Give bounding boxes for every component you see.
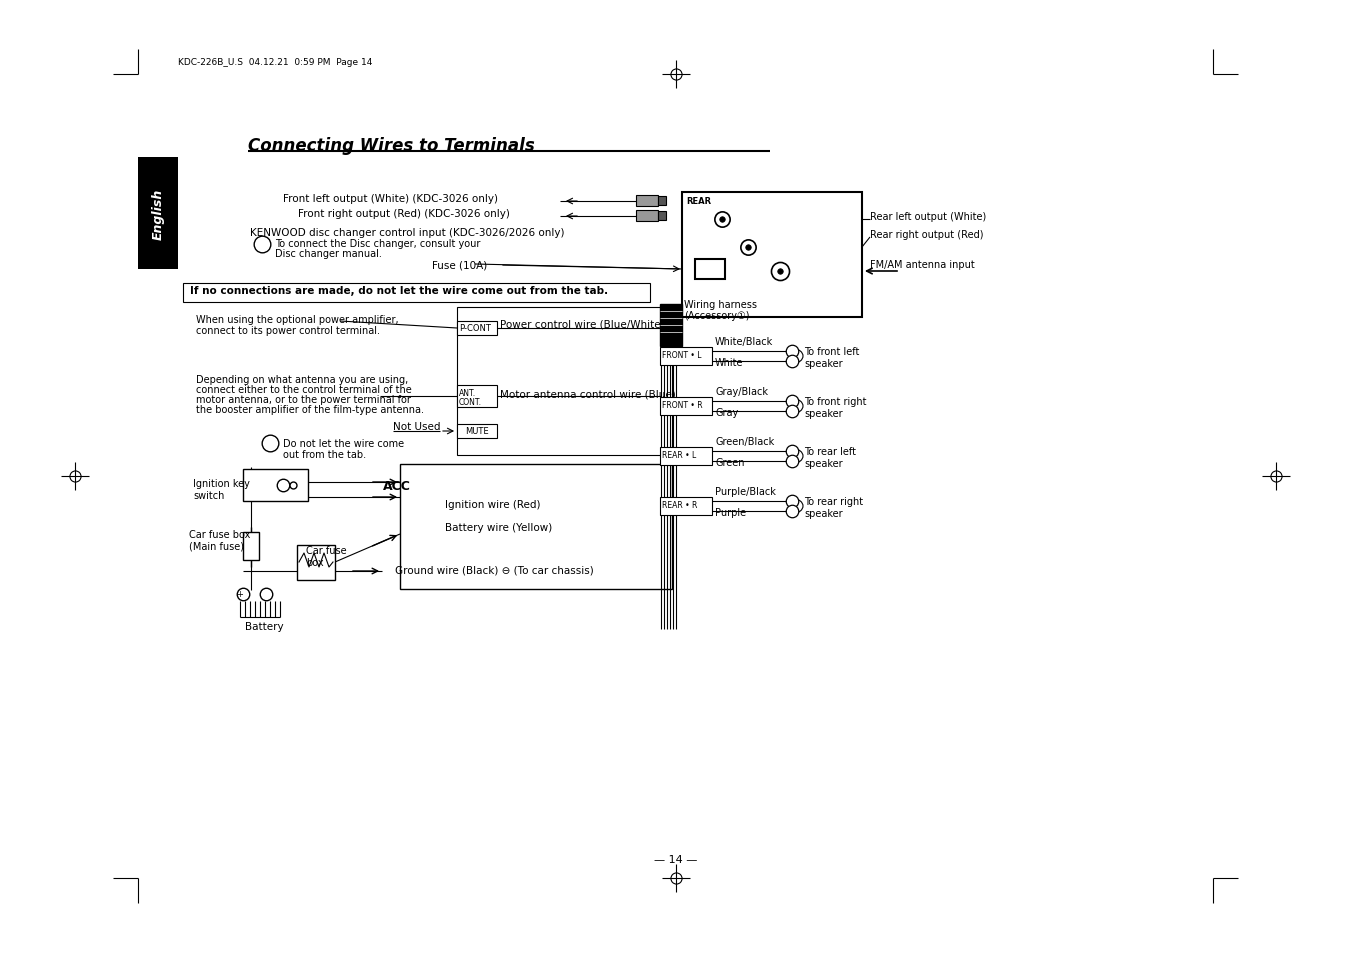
Text: KENWOOD disc changer control input (KDC-3026/2026 only): KENWOOD disc changer control input (KDC-…: [250, 228, 565, 237]
Text: MUTE: MUTE: [465, 427, 489, 436]
Text: Purple/Black: Purple/Black: [715, 486, 775, 497]
Bar: [661, 348, 712, 366]
Text: FRONT • R: FRONT • R: [662, 400, 703, 410]
Text: Rear right output (Red): Rear right output (Red): [870, 230, 984, 240]
Text: Connecting Wires to Terminals: Connecting Wires to Terminals: [249, 137, 535, 154]
Text: Ground wire (Black) ⊖ (To car chassis): Ground wire (Black) ⊖ (To car chassis): [394, 565, 593, 576]
Text: — 14 —: — 14 —: [654, 854, 697, 864]
Text: White: White: [715, 357, 743, 368]
Bar: [658, 212, 666, 221]
Text: Car fuse box
(Main fuse): Car fuse box (Main fuse): [189, 530, 250, 551]
Text: ANT.: ANT.: [459, 389, 476, 397]
Bar: [457, 308, 671, 456]
Bar: [658, 196, 666, 206]
Text: Battery wire (Yellow): Battery wire (Yellow): [444, 522, 553, 533]
Text: Ignition wire (Red): Ignition wire (Red): [444, 499, 540, 510]
Text: Power control wire (Blue/White): Power control wire (Blue/White): [500, 319, 665, 330]
Text: P-CONT: P-CONT: [459, 324, 490, 333]
Bar: [457, 424, 497, 438]
Text: If no connections are made, do not let the wire come out from the tab.: If no connections are made, do not let t…: [190, 286, 608, 295]
Text: (Accessory①): (Accessory①): [684, 311, 750, 320]
Text: To front left
speaker: To front left speaker: [804, 347, 859, 368]
Text: Purple: Purple: [715, 507, 746, 517]
Bar: [661, 497, 712, 516]
Bar: [457, 386, 497, 408]
Text: Not Used: Not Used: [393, 421, 440, 432]
Text: To connect the Disc changer, consult your: To connect the Disc changer, consult you…: [276, 239, 481, 249]
Text: FM/AM antenna input: FM/AM antenna input: [870, 260, 975, 270]
Text: Depending on what antenna you are using,: Depending on what antenna you are using,: [196, 375, 408, 385]
Text: Battery: Battery: [245, 621, 284, 631]
Text: Do not let the wire come: Do not let the wire come: [282, 438, 404, 449]
Bar: [682, 193, 862, 317]
Bar: [636, 195, 658, 207]
Text: Fuse (10A): Fuse (10A): [432, 261, 488, 271]
Bar: [243, 533, 259, 560]
Bar: [636, 211, 658, 222]
Bar: [138, 158, 178, 270]
Bar: [243, 470, 308, 501]
Text: Gray: Gray: [715, 408, 738, 417]
Text: ACC: ACC: [382, 479, 411, 493]
Bar: [694, 260, 725, 280]
Text: When using the optional power amplifier,: When using the optional power amplifier,: [196, 314, 399, 325]
Text: Gray/Black: Gray/Black: [715, 387, 767, 396]
Text: Ignition key
switch: Ignition key switch: [193, 478, 250, 500]
Bar: [457, 322, 497, 335]
Text: Green/Black: Green/Black: [715, 436, 774, 447]
Text: FRONT • L: FRONT • L: [662, 351, 701, 359]
Text: Disc changer manual.: Disc changer manual.: [276, 249, 382, 258]
Text: REAR • R: REAR • R: [662, 500, 697, 510]
Bar: [297, 545, 335, 580]
Text: Car fuse
box: Car fuse box: [305, 545, 347, 567]
Bar: [182, 284, 650, 303]
Text: To front right
speaker: To front right speaker: [804, 396, 866, 418]
Bar: [661, 397, 712, 416]
Text: White/Black: White/Black: [715, 336, 773, 347]
Text: connect either to the control terminal of the: connect either to the control terminal o…: [196, 385, 412, 395]
Text: REAR • L: REAR • L: [662, 451, 696, 459]
Text: KDC-226B_U.S  04.12.21  0:59 PM  Page 14: KDC-226B_U.S 04.12.21 0:59 PM Page 14: [178, 58, 373, 67]
Text: English: English: [151, 188, 165, 239]
Bar: [400, 464, 671, 589]
Bar: [661, 305, 682, 347]
Text: Rear left output (White): Rear left output (White): [870, 212, 986, 222]
Text: Green: Green: [715, 457, 744, 468]
Text: REAR: REAR: [686, 196, 711, 206]
Text: To rear right
speaker: To rear right speaker: [804, 497, 863, 518]
Text: CONT.: CONT.: [459, 397, 482, 407]
Text: out from the tab.: out from the tab.: [282, 450, 366, 459]
Text: motor antenna, or to the power terminal for: motor antenna, or to the power terminal …: [196, 395, 411, 405]
Bar: [661, 448, 712, 465]
Text: Front right output (Red) (KDC-3026 only): Front right output (Red) (KDC-3026 only): [299, 209, 509, 219]
Text: To rear left
speaker: To rear left speaker: [804, 447, 857, 468]
Text: Wiring harness: Wiring harness: [684, 299, 757, 310]
Text: Front left output (White) (KDC-3026 only): Front left output (White) (KDC-3026 only…: [282, 193, 499, 204]
Text: the booster amplifier of the film-type antenna.: the booster amplifier of the film-type a…: [196, 405, 424, 415]
Text: +: +: [236, 589, 243, 598]
Text: connect to its power control terminal.: connect to its power control terminal.: [196, 326, 380, 335]
Text: Motor antenna control wire (Blue): Motor antenna control wire (Blue): [500, 390, 676, 399]
